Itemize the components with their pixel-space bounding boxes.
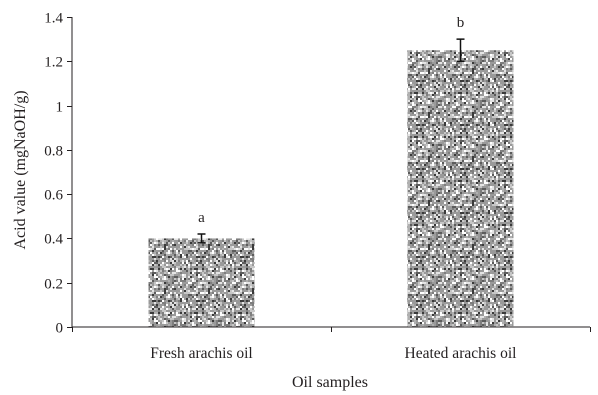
y-tick-label: 1.4 xyxy=(44,11,63,27)
bars-layer xyxy=(148,50,514,327)
y-tick-label: 0 xyxy=(56,321,64,337)
y-tick-label: 1.2 xyxy=(44,55,63,71)
significance-label-2: b xyxy=(457,15,465,31)
bar-1 xyxy=(148,238,255,327)
x-tick-label-2: Heated arachis oil xyxy=(405,345,517,362)
error-bars-layer xyxy=(197,38,465,244)
error-bar-1 xyxy=(197,233,206,244)
bar-2 xyxy=(407,50,514,327)
y-tick-label: 0.6 xyxy=(44,188,63,204)
x-tick-label-1: Fresh arachis oil xyxy=(150,345,252,362)
y-tick-label: 0.2 xyxy=(44,277,63,293)
axes-layer xyxy=(67,17,591,332)
x-axis-title: Oil samples xyxy=(292,374,368,391)
y-axis-title: Acid value (mgNaOH/g) xyxy=(12,90,29,249)
y-tick-label: 0.4 xyxy=(44,232,63,248)
labels-layer: a Fresh arachis oil b Heated arachis oil 0 0.… xyxy=(44,11,516,363)
significance-label-1: a xyxy=(198,210,205,226)
y-tick-label: 0.8 xyxy=(44,144,63,160)
y-tick-label: 1 xyxy=(56,100,64,116)
error-bar-2 xyxy=(456,38,465,63)
